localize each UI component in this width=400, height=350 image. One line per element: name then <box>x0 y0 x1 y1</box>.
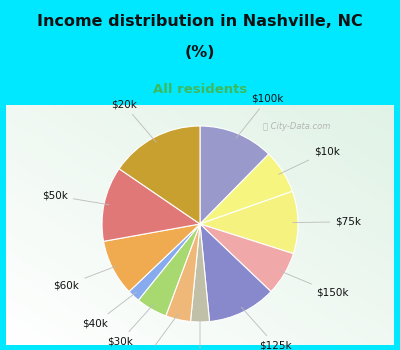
Wedge shape <box>166 224 200 322</box>
Wedge shape <box>200 224 271 322</box>
Text: (%): (%) <box>185 45 215 60</box>
Text: $75k: $75k <box>293 217 361 227</box>
Wedge shape <box>129 224 200 300</box>
Text: $150k: $150k <box>280 271 349 298</box>
Text: > $200k: > $200k <box>125 314 178 350</box>
Wedge shape <box>200 191 298 254</box>
Text: $50k: $50k <box>42 191 109 205</box>
Wedge shape <box>200 126 269 224</box>
Text: $40k: $40k <box>82 292 137 328</box>
Text: ⓘ City-Data.com: ⓘ City-Data.com <box>263 122 331 131</box>
Wedge shape <box>190 224 210 322</box>
Wedge shape <box>102 169 200 241</box>
Wedge shape <box>104 224 200 292</box>
Text: $100k: $100k <box>236 94 284 138</box>
Text: $125k: $125k <box>241 307 292 350</box>
Text: $30k: $30k <box>107 304 154 346</box>
Text: $200k: $200k <box>184 317 216 350</box>
Text: $60k: $60k <box>54 266 117 290</box>
Wedge shape <box>200 224 293 292</box>
Text: $10k: $10k <box>278 146 340 174</box>
Text: Income distribution in Nashville, NC: Income distribution in Nashville, NC <box>37 14 363 28</box>
Wedge shape <box>119 126 200 224</box>
Wedge shape <box>200 154 292 224</box>
Wedge shape <box>138 224 200 316</box>
Text: All residents: All residents <box>153 83 247 96</box>
Text: $20k: $20k <box>111 99 156 142</box>
